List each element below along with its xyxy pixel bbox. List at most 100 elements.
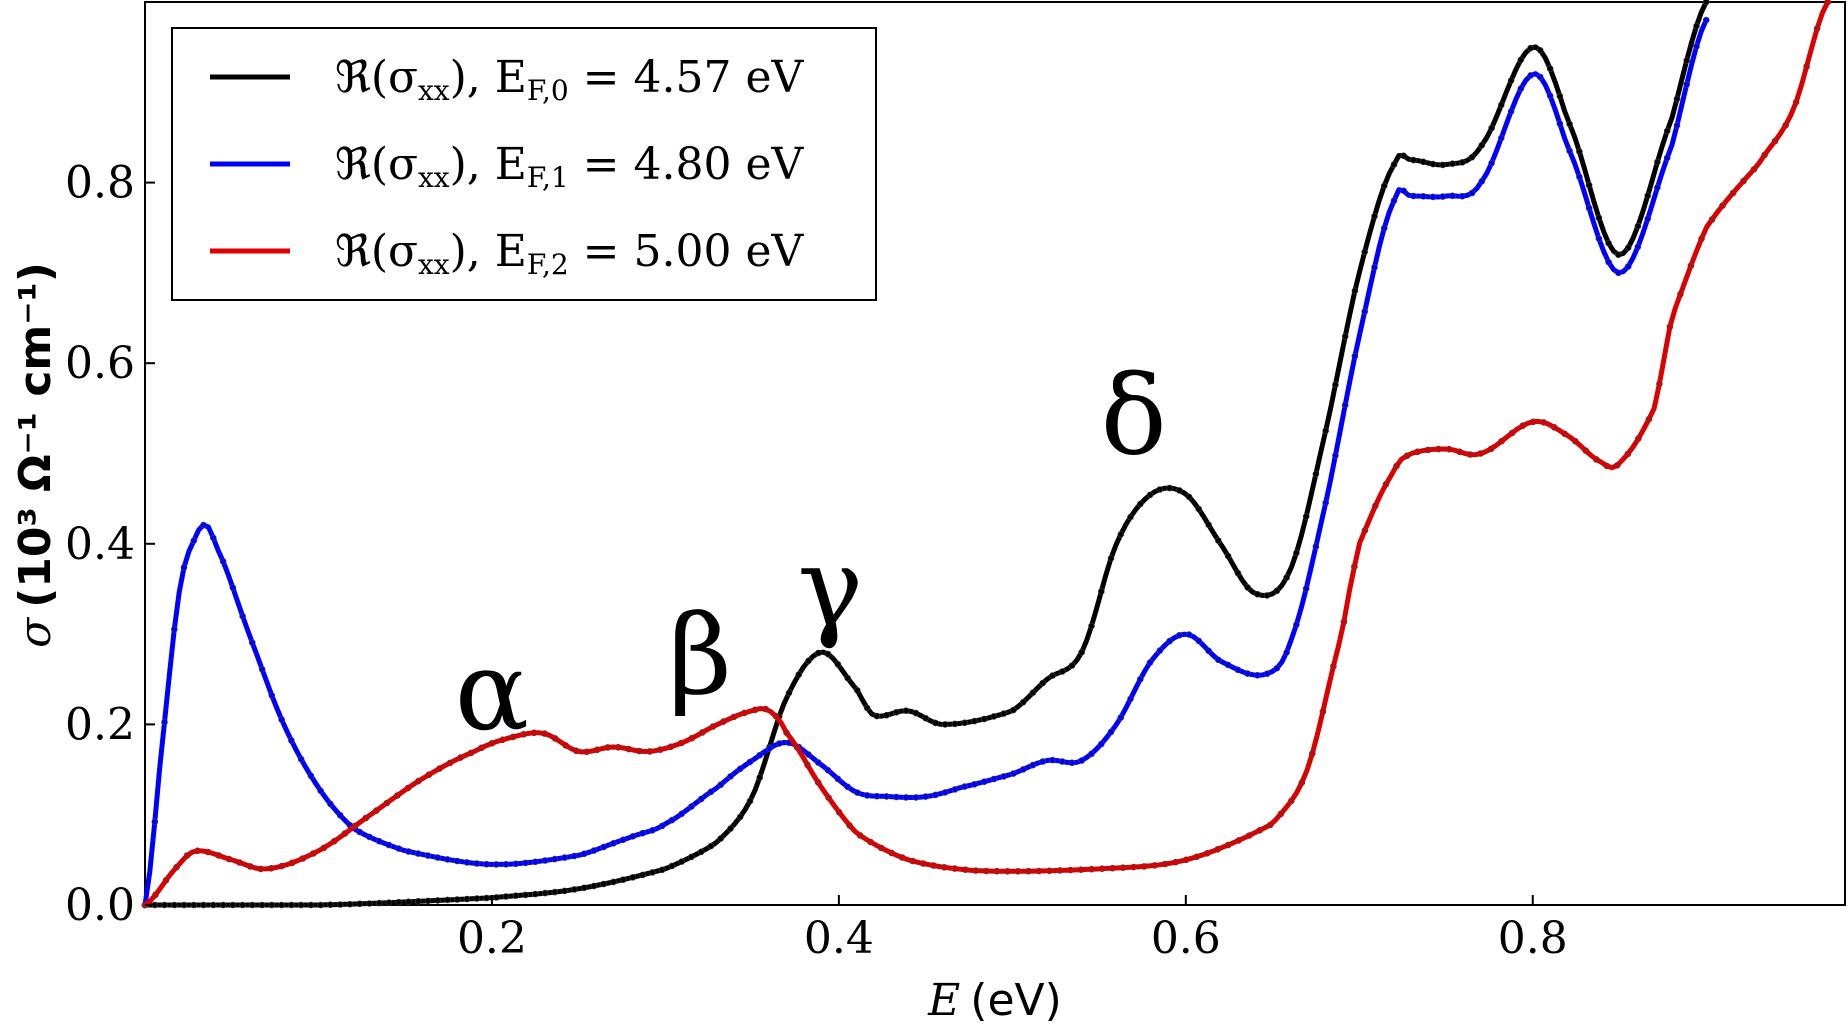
series-0-point [619,876,627,884]
series-2-point [1393,462,1400,470]
series-2-point [1656,380,1663,388]
series-1-point [1507,108,1515,115]
series-1-point [1205,647,1212,655]
series-1-point [1088,750,1095,758]
series-1-point [1702,16,1710,24]
series-1-point [766,745,773,752]
series-0-point [1215,537,1222,544]
series-2-point [919,860,927,867]
series-0-point [1420,158,1427,166]
series-0-point [1644,192,1651,199]
series-2-point [1203,849,1211,857]
series-2-point [1540,419,1547,426]
series-2-point [1004,867,1011,875]
series-0-point [941,721,949,728]
series-1-point [200,521,207,529]
series-0-point [629,873,637,881]
series-2-point [1456,448,1463,456]
series-2-point [1309,750,1316,757]
series-1-point [1410,192,1417,200]
series-1-point [1166,637,1173,645]
series-1-point [1371,263,1378,271]
series-0-point [258,901,266,909]
series-1-point [1302,585,1310,592]
series-0-point [229,901,237,909]
series-1-point [902,794,910,801]
series-1-point [297,755,305,763]
series-0-point [210,901,217,909]
series-2-point [1245,832,1253,839]
series-1-point [1058,758,1066,765]
series-1-point [336,811,344,819]
series-1-point [463,859,471,866]
series-0-point [288,901,295,909]
series-2-point [1477,450,1484,457]
series-2-point [1077,866,1085,874]
series-2-point [1119,864,1127,872]
series-2-point [888,849,896,857]
series-0-point [980,715,988,723]
series-2-point [330,837,338,845]
series-2-point [867,838,874,846]
series-1-point [1361,308,1368,315]
series-2-point [1361,527,1369,534]
series-0-point [873,712,881,720]
legend-entries: ℜ(σxx), EF,0 = 4.57 eV ℜ(σxx), EF,1 = 4.8… [210,52,804,281]
series-1-point [151,818,159,826]
series-0-point [639,871,646,879]
series-1-point [1176,631,1183,639]
series-1-point [171,625,178,633]
series-0-point [561,887,568,895]
series-2-point [972,867,980,874]
series-0-point [1556,92,1564,100]
series-1-point [990,775,998,783]
series-0-point [649,869,656,876]
series-0-point [1478,141,1486,149]
series-2-point [1813,25,1821,32]
series-2-point [1614,461,1621,469]
series-2-point [383,799,391,807]
series-2-point [930,862,938,869]
y-tick-label: 0.6 [65,338,135,389]
series-0-point [1205,521,1212,529]
series-2-point [1519,422,1526,430]
series-1-point [1127,695,1134,703]
series-1-point [1351,352,1359,360]
series-2-point [320,844,328,852]
series-2-point [362,814,370,822]
series-0-point [570,886,578,893]
series-0-point [1654,158,1661,166]
series-1-point [649,826,656,834]
series-0-point [814,649,822,657]
series-2-point [1593,456,1600,463]
series-0-point [922,714,929,722]
series-1-point [610,839,617,847]
series-2-point [667,743,675,751]
series-1-point [180,564,188,571]
series-1-point [1000,773,1008,780]
series-2-point [246,863,254,870]
series-2-point [1298,779,1306,787]
series-1-point [824,766,832,774]
series-1-point [1341,401,1349,409]
series-2-point [1677,290,1684,298]
series-2-point [530,729,538,737]
series-0-point [990,713,998,720]
series-2-point [1046,867,1053,875]
series-2-point [1603,462,1611,470]
series-1-point [736,765,744,773]
series-0-point [1410,156,1417,164]
series-1-point [1420,193,1427,200]
series-0-point [512,892,520,900]
series-0-point [1098,588,1105,595]
series-0-point [531,890,539,898]
series-2-point [404,784,412,792]
series-2-point [225,855,233,863]
series-0-point [610,878,617,886]
series-1-point [1478,178,1486,185]
series-2-point [1729,189,1737,197]
series-0-point [551,888,559,896]
series-2-point [215,852,222,859]
series-1-point [1576,173,1583,181]
